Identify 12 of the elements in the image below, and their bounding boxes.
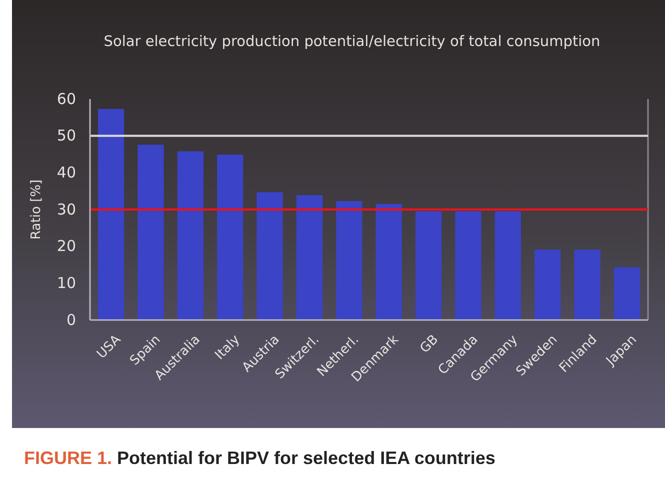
- y-tick-label: 40: [56, 163, 76, 182]
- y-tick-label: 50: [56, 126, 76, 145]
- y-axis-title: Ratio [%]: [29, 179, 44, 240]
- y-tick-label: 30: [56, 200, 76, 218]
- y-tick-label: 0: [66, 310, 76, 329]
- x-tick-label: GB: [417, 332, 442, 356]
- chart-title: Solar electricity production potential/electricity of total consumption: [104, 34, 600, 50]
- caption: FIGURE 1. Potential for BIPV for selected IEA countries: [24, 448, 496, 468]
- y-tick-label: 20: [56, 237, 76, 256]
- y-tick-label: 10: [56, 274, 76, 292]
- x-tick-label: USA: [94, 332, 124, 362]
- y-tick-label: 60: [56, 90, 76, 108]
